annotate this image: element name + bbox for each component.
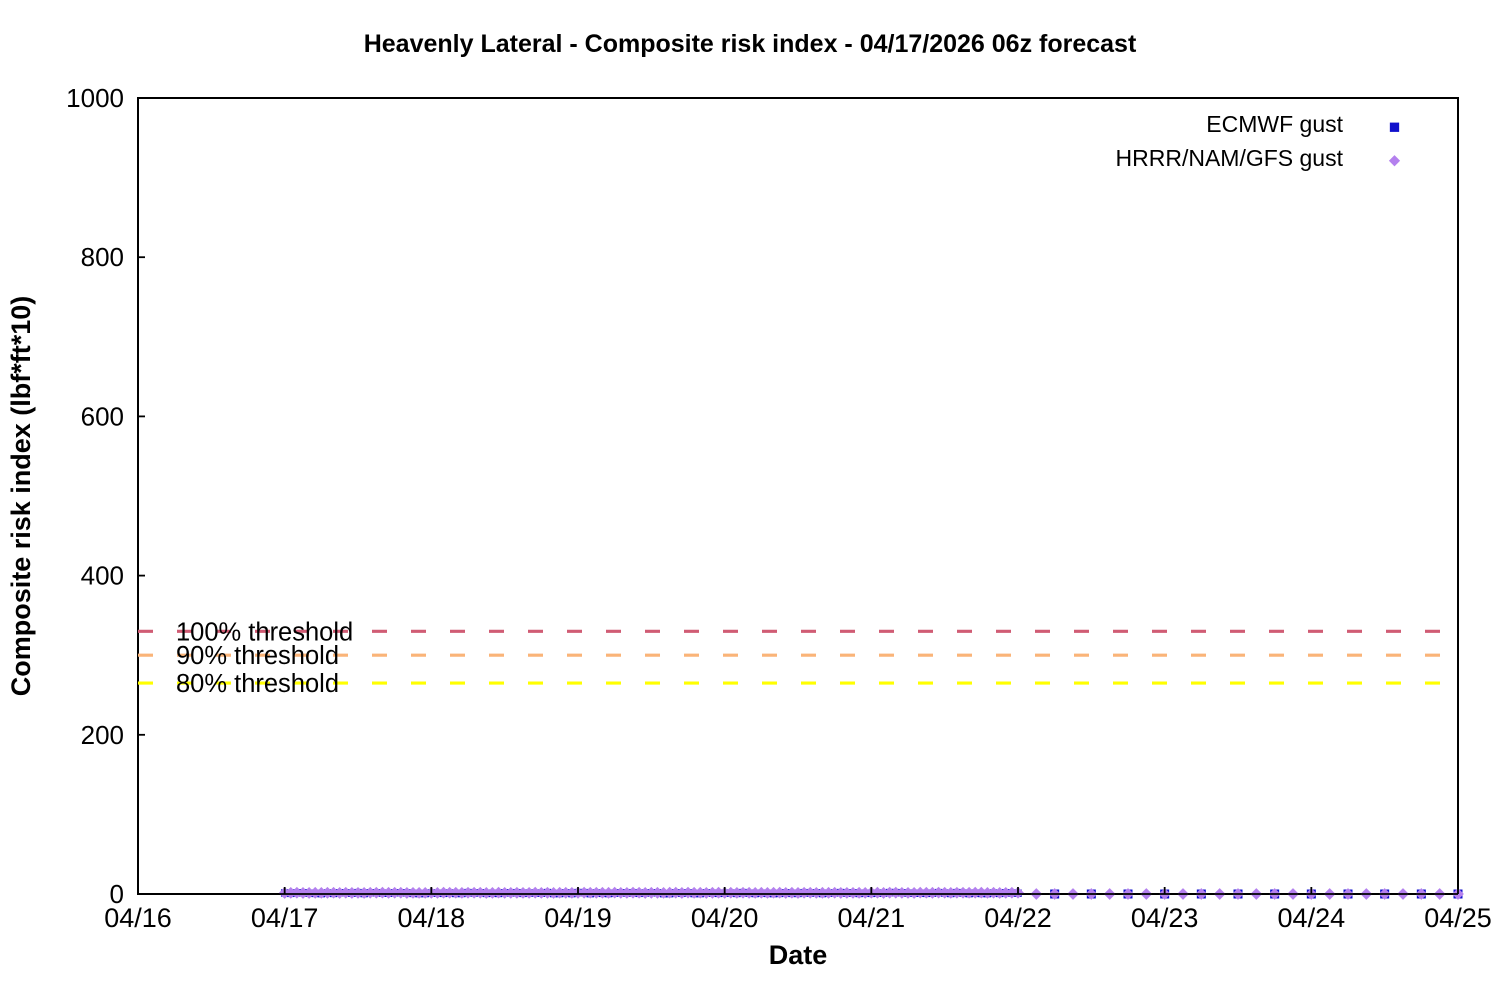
svg-text:1000: 1000	[66, 83, 124, 113]
svg-text:04/23: 04/23	[1131, 903, 1199, 933]
svg-text:600: 600	[81, 401, 124, 431]
svg-text:Heavenly Lateral - Composite r: Heavenly Lateral - Composite risk index …	[364, 30, 1137, 58]
svg-text:Date: Date	[769, 940, 828, 970]
svg-text:200: 200	[81, 720, 124, 750]
svg-text:04/18: 04/18	[398, 903, 466, 933]
svg-text:80% threshold: 80% threshold	[176, 670, 339, 698]
svg-text:Composite risk index (lbf*ft*1: Composite risk index (lbf*ft*10)	[6, 296, 36, 697]
svg-text:04/17: 04/17	[251, 903, 319, 933]
svg-text:800: 800	[81, 242, 124, 272]
svg-text:04/24: 04/24	[1278, 903, 1346, 933]
svg-text:04/22: 04/22	[984, 903, 1052, 933]
svg-text:04/16: 04/16	[104, 903, 172, 933]
svg-text:04/25: 04/25	[1424, 903, 1492, 933]
svg-text:ECMWF gust: ECMWF gust	[1206, 111, 1343, 137]
svg-text:04/21: 04/21	[838, 903, 906, 933]
svg-text:90% threshold: 90% threshold	[176, 642, 339, 670]
svg-text:HRRR/NAM/GFS gust: HRRR/NAM/GFS gust	[1116, 145, 1344, 171]
svg-text:04/20: 04/20	[691, 903, 759, 933]
svg-text:400: 400	[81, 561, 124, 591]
svg-text:04/19: 04/19	[544, 903, 612, 933]
